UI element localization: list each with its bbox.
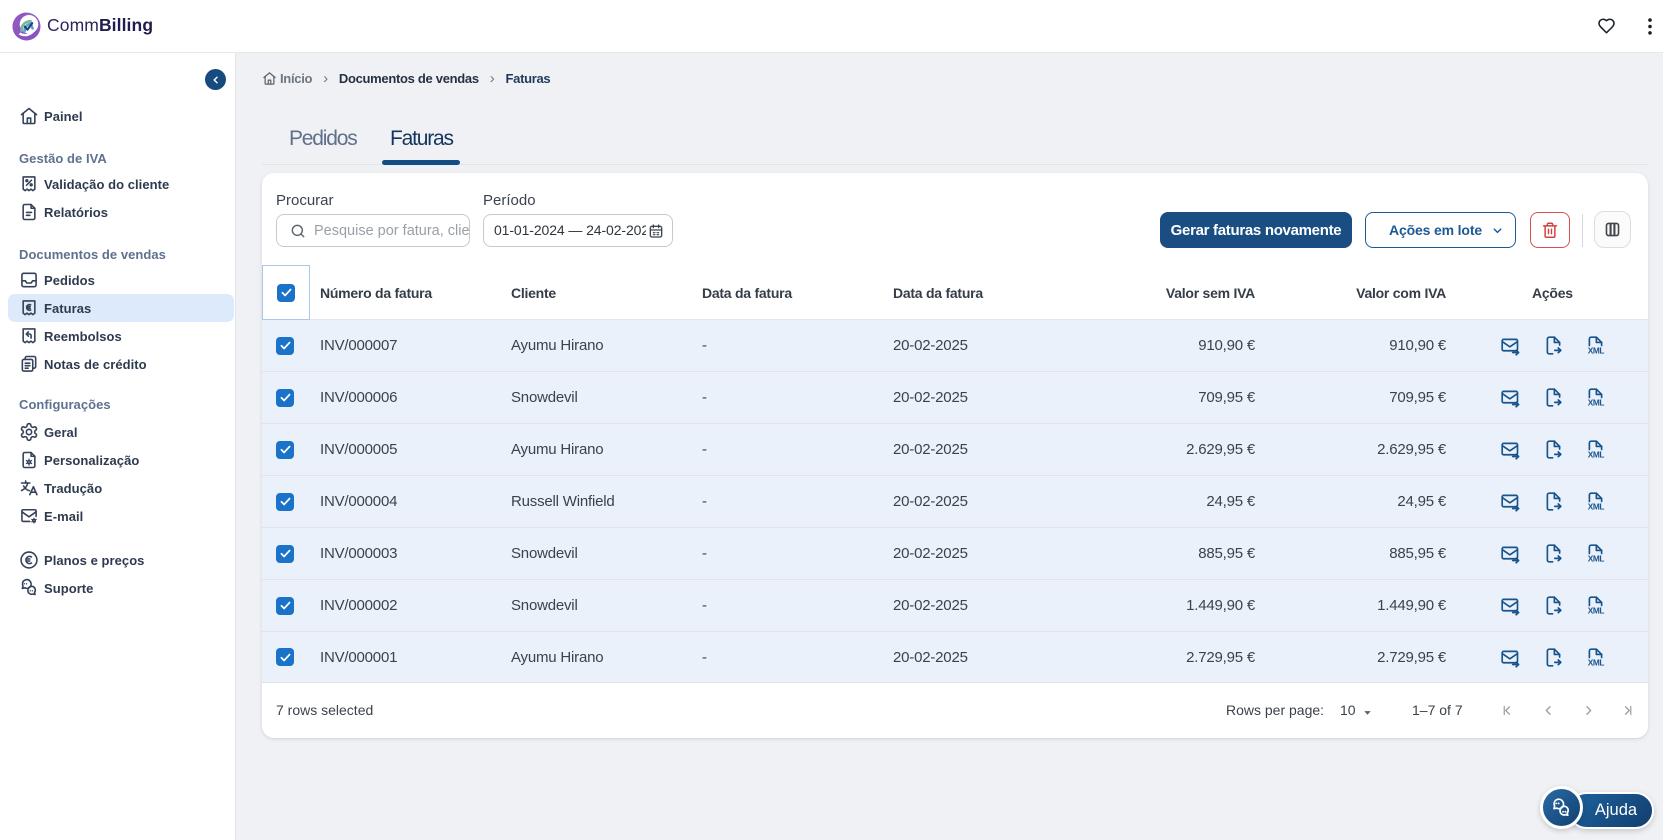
- svg-text:XML: XML: [1588, 553, 1605, 563]
- svg-text:XML: XML: [1588, 605, 1605, 615]
- svg-text:XML: XML: [1588, 397, 1605, 407]
- svg-text:XML: XML: [1588, 657, 1605, 667]
- svg-text:XML: XML: [1588, 449, 1605, 459]
- svg-text:XML: XML: [1588, 501, 1605, 511]
- svg-text:XML: XML: [1588, 345, 1605, 355]
